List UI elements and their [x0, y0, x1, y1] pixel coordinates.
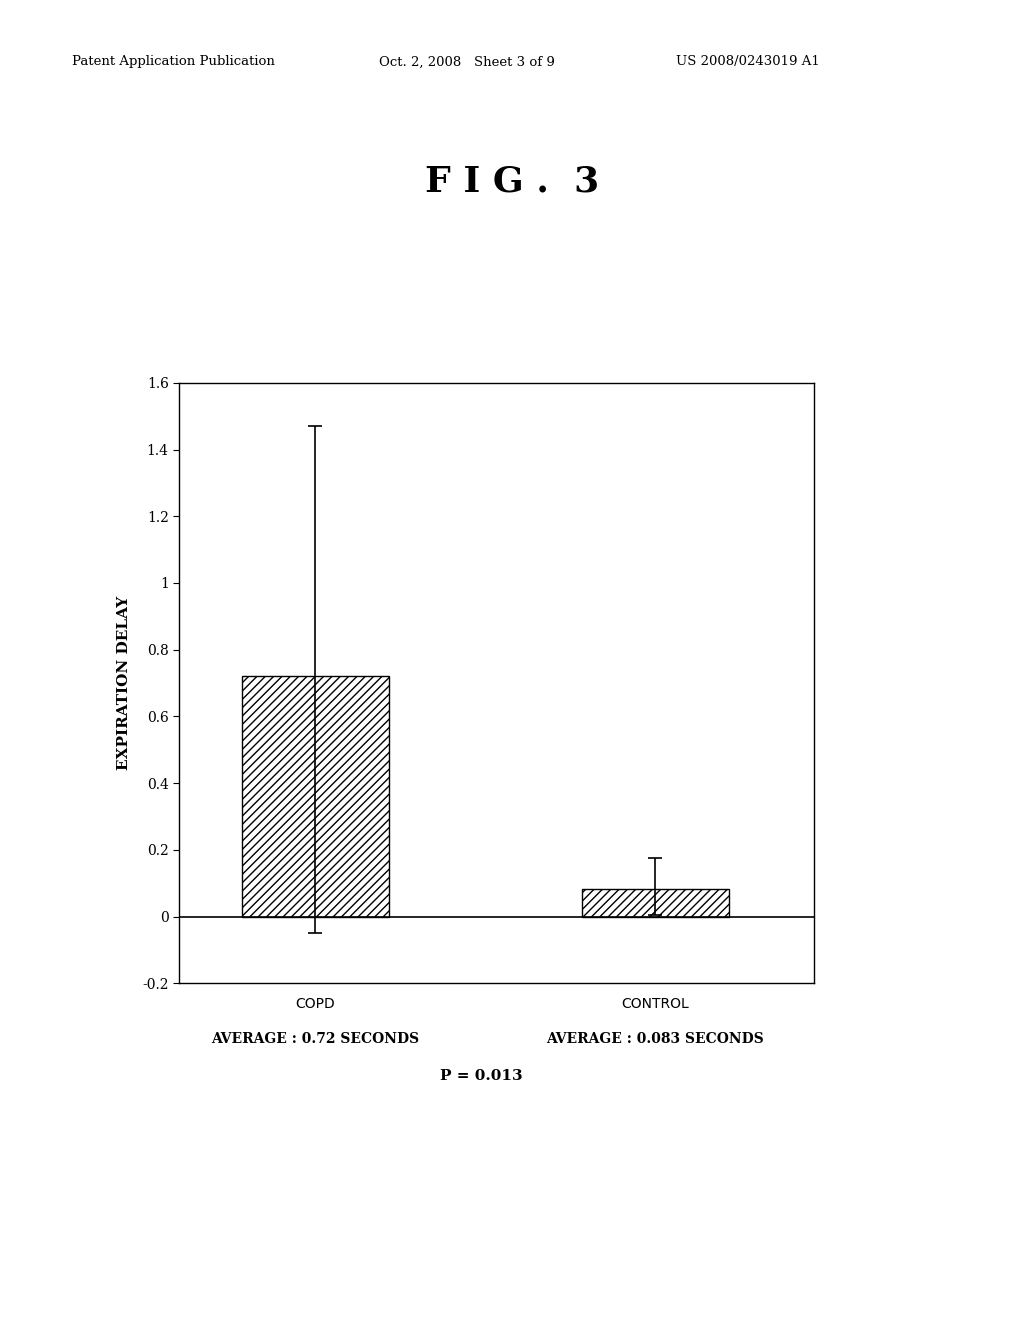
Text: F I G .  3: F I G . 3	[425, 165, 599, 199]
Text: AVERAGE : 0.72 SECONDS: AVERAGE : 0.72 SECONDS	[211, 1032, 420, 1047]
Text: Oct. 2, 2008   Sheet 3 of 9: Oct. 2, 2008 Sheet 3 of 9	[379, 55, 555, 69]
Bar	[582, 888, 729, 916]
Text: P = 0.013: P = 0.013	[440, 1069, 522, 1084]
Bar	[242, 676, 389, 916]
Y-axis label: EXPIRATION DELAY: EXPIRATION DELAY	[117, 595, 131, 771]
Text: Patent Application Publication: Patent Application Publication	[72, 55, 274, 69]
Text: US 2008/0243019 A1: US 2008/0243019 A1	[676, 55, 819, 69]
Text: AVERAGE : 0.083 SECONDS: AVERAGE : 0.083 SECONDS	[547, 1032, 764, 1047]
